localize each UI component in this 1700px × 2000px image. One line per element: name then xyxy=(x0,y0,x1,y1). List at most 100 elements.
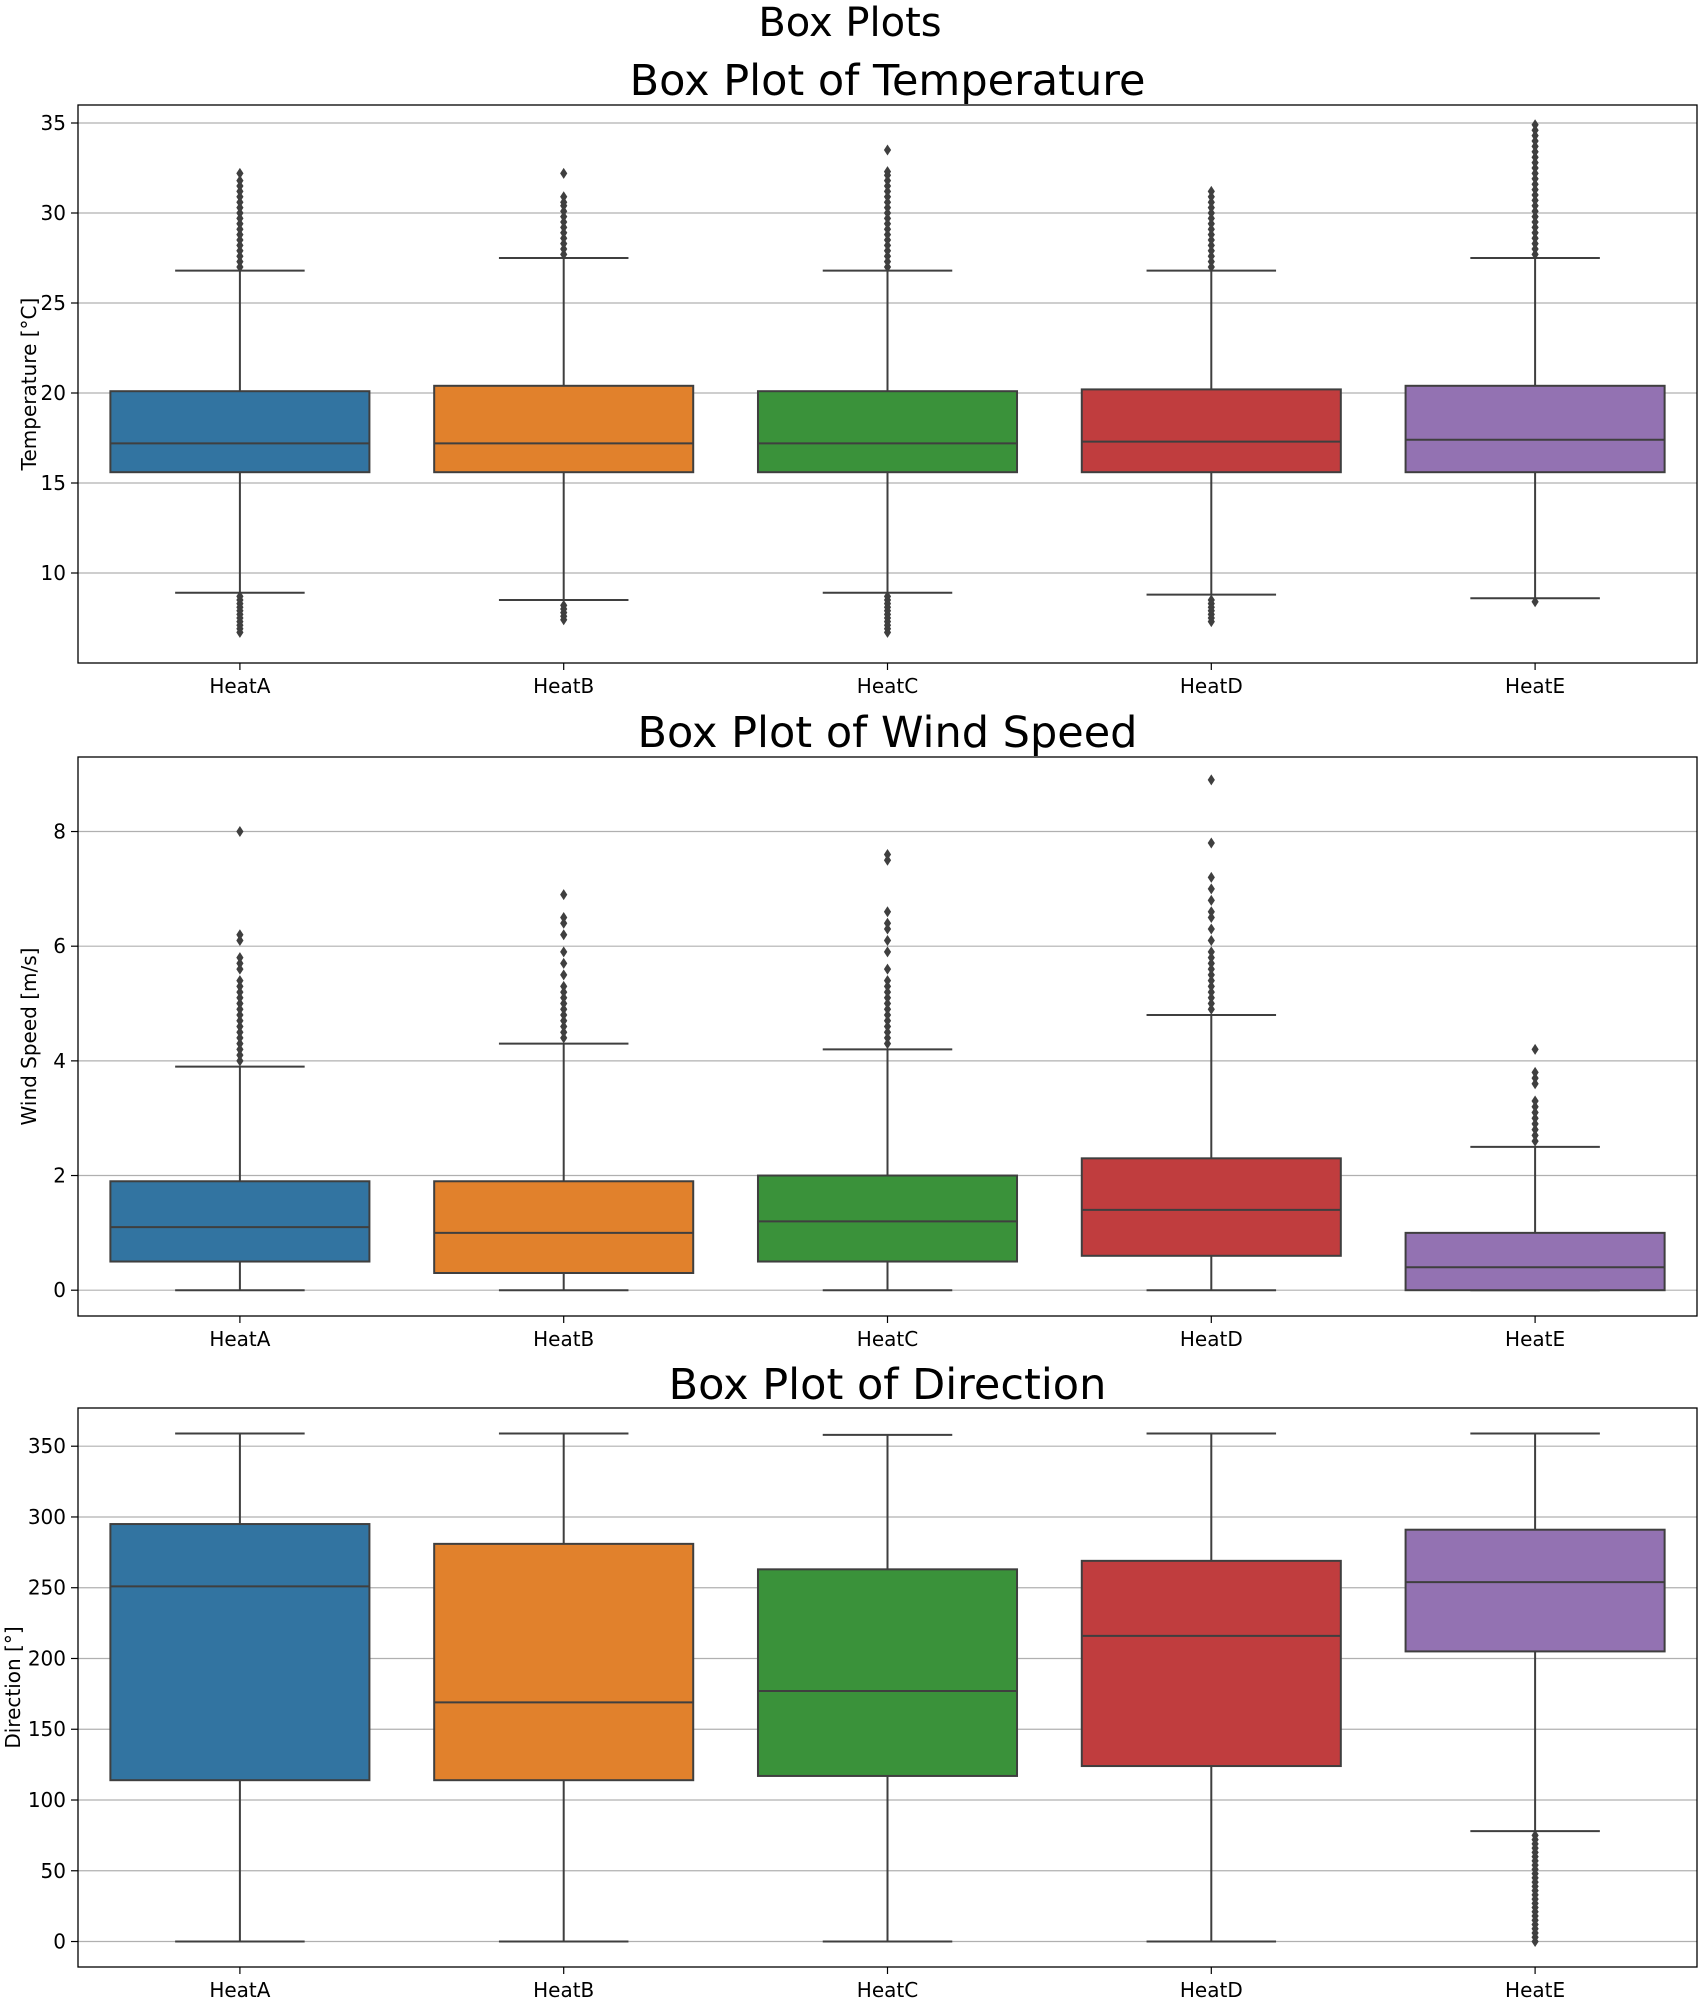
wind-speed-outlier-point xyxy=(560,980,568,992)
wind-speed-outlier-point xyxy=(883,934,892,946)
temperature-x-tick-label: HeatE xyxy=(1505,674,1565,698)
wind-speed-outlier-point xyxy=(236,1049,244,1061)
temperature-y-tick-label: 20 xyxy=(41,381,66,405)
direction-y-axis-label: Direction [°] xyxy=(1,1626,25,1748)
temperature-outlier-point xyxy=(560,599,568,611)
temperature-box-body xyxy=(756,390,1019,474)
wind-speed-outlier-point xyxy=(560,917,568,929)
wind-speed-x-tick-label: HeatD xyxy=(1180,1327,1243,1351)
wind-speed-outlier-point xyxy=(1207,992,1215,1004)
wind-speed-outlier-point xyxy=(883,992,892,1004)
temperature-outlier-point xyxy=(236,167,244,179)
wind-speed-outlier-point xyxy=(883,986,892,998)
wind-speed-outlier-point xyxy=(560,912,568,924)
temperature-y-axis-label: Temperature [°C] xyxy=(17,298,41,472)
wind-speed-outlier-point xyxy=(883,980,892,992)
wind-speed-outlier-point xyxy=(1207,923,1215,935)
wind-speed-y-tick-label: 0 xyxy=(53,1278,66,1302)
wind-speed-outlier-point xyxy=(883,998,892,1010)
wind-speed-outlier-point xyxy=(1531,1101,1539,1113)
wind-speed-outlier-point xyxy=(236,929,244,941)
wind-speed-y-tick-label: 4 xyxy=(53,1049,66,1073)
wind-speed-outlier-point xyxy=(236,934,244,946)
wind-speed-outlier-point xyxy=(1207,894,1215,906)
temperature-outlier-point xyxy=(560,167,568,179)
direction-box-HeatD xyxy=(1080,1432,1342,1943)
temperature-box-HeatE xyxy=(1404,119,1666,608)
wind-speed-outlier-point xyxy=(236,1038,244,1050)
wind-speed-outlier-point xyxy=(1531,1106,1539,1118)
wind-speed-outlier-point xyxy=(560,957,568,969)
wind-speed-box-body xyxy=(756,1174,1019,1263)
direction-y-tick-label: 100 xyxy=(28,1788,66,1812)
direction-x-tick-label: HeatA xyxy=(209,1978,270,2000)
direction-x-tick-label: HeatC xyxy=(857,1978,918,2000)
direction-box-plot: Box Plot of Direction Direction [°] 0 50 1… xyxy=(1,1360,1698,2000)
wind-speed-x-tick-label: HeatB xyxy=(533,1327,594,1351)
wind-speed-box-HeatA xyxy=(109,826,371,1292)
wind-speed-outlier-point xyxy=(883,923,892,935)
wind-speed-outlier-point xyxy=(236,952,244,964)
wind-speed-box-HeatB xyxy=(433,889,695,1292)
direction-y-tick-label: 250 xyxy=(28,1576,66,1600)
wind-speed-outlier-point xyxy=(883,1020,892,1032)
direction-x-tick-label: HeatB xyxy=(533,1978,594,2000)
direction-box-body xyxy=(109,1523,371,1782)
wind-speed-axes-frame xyxy=(77,756,1698,1317)
wind-speed-outlier-point xyxy=(236,980,244,992)
wind-speed-outlier-point xyxy=(1207,934,1215,946)
wind-speed-outlier-point xyxy=(560,1015,568,1027)
temperature-outlier-point xyxy=(560,191,568,203)
wind-speed-outlier-point xyxy=(1531,1112,1539,1124)
wind-speed-outlier-point xyxy=(883,1026,892,1038)
wind-speed-outlier-point xyxy=(236,998,244,1010)
wind-speed-outlier-point xyxy=(560,1003,568,1015)
wind-speed-outlier-point xyxy=(1207,774,1215,786)
direction-y-tick-label: 150 xyxy=(28,1717,66,1741)
wind-speed-outlier-point xyxy=(1531,1078,1539,1090)
temperature-outlier-point xyxy=(883,144,892,156)
direction-x-tick-label: HeatD xyxy=(1180,1978,1243,2000)
wind-speed-outlier-point xyxy=(883,906,892,918)
direction-y-tick-label: 350 xyxy=(28,1434,66,1458)
direction-y-tick-label: 50 xyxy=(41,1859,66,1883)
wind-speed-box-body xyxy=(1404,1231,1666,1292)
wind-speed-outlier-point xyxy=(1531,1118,1539,1130)
wind-speed-outlier-point xyxy=(560,946,568,958)
temperature-box-HeatC xyxy=(756,144,1019,638)
wind-speed-outlier-point xyxy=(1207,957,1215,969)
wind-speed-outlier-point xyxy=(236,1003,244,1015)
temperature-y-tick-label: 35 xyxy=(41,111,66,135)
direction-plot-title: Box Plot of Direction xyxy=(669,1360,1107,1410)
wind-speed-outlier-point xyxy=(883,1015,892,1027)
wind-speed-outlier-point xyxy=(560,1020,568,1032)
temperature-outlier-point xyxy=(1207,185,1215,197)
wind-speed-outlier-point xyxy=(1531,1043,1539,1055)
figure-title: Box Plots xyxy=(758,0,941,46)
wind-speed-outlier-point xyxy=(883,1038,892,1050)
direction-y-tick-label: 200 xyxy=(28,1646,66,1670)
wind-speed-outlier-point xyxy=(1207,986,1215,998)
wind-speed-outlier-point xyxy=(1207,906,1215,918)
wind-speed-outlier-point xyxy=(1207,883,1215,895)
temperature-outlier-point xyxy=(1531,119,1539,131)
wind-speed-outlier-point xyxy=(1531,1124,1539,1136)
wind-speed-outlier-point xyxy=(1207,975,1215,987)
wind-speed-y-tick-label: 8 xyxy=(53,820,66,844)
wind-speed-outlier-point xyxy=(1207,952,1215,964)
direction-box-HeatA xyxy=(109,1432,371,1943)
temperature-y-tick-label: 30 xyxy=(41,201,66,225)
wind-speed-box-HeatD xyxy=(1080,774,1342,1292)
temperature-box-HeatA xyxy=(109,167,371,638)
wind-speed-outlier-point xyxy=(236,1043,244,1055)
direction-box-body xyxy=(756,1568,1019,1777)
wind-speed-outlier-point xyxy=(1531,1135,1539,1147)
wind-speed-outlier-point xyxy=(560,1032,568,1044)
temperature-x-tick-label: HeatB xyxy=(533,674,594,698)
temperature-outlier-point xyxy=(1531,596,1539,608)
temperature-x-tick-label: HeatD xyxy=(1180,674,1243,698)
temperature-box-body xyxy=(433,384,695,474)
wind-speed-outlier-point xyxy=(883,848,892,860)
direction-box-body xyxy=(433,1542,695,1782)
wind-speed-outlier-point xyxy=(236,1009,244,1021)
